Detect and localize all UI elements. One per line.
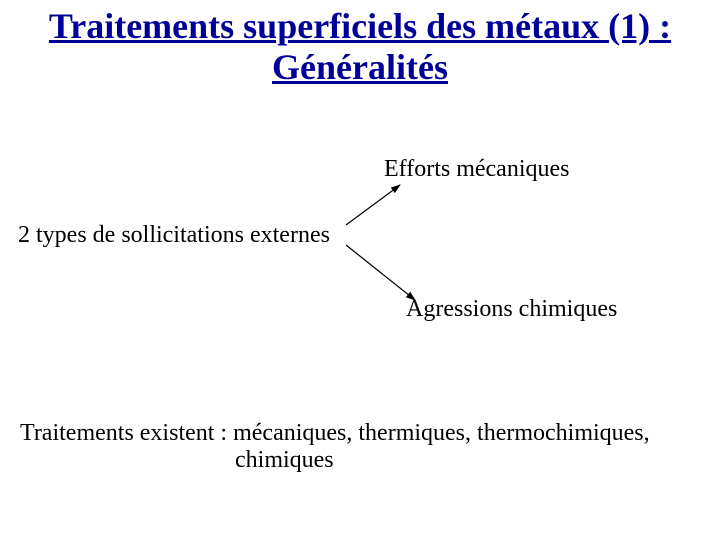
diagram-source-label: 2 types de sollicitations externes: [18, 222, 330, 249]
branch-label-lower: Agressions chimiques: [406, 296, 617, 323]
arrow-line-lower: [346, 245, 415, 300]
arrow-line-upper: [346, 185, 400, 225]
treatments-text: Traitements existent : mécaniques, therm…: [20, 420, 660, 474]
treatments-line-2: chimiques: [20, 447, 660, 474]
slide-title: Traitements superficiels des métaux (1) …: [0, 6, 720, 89]
branch-label-upper: Efforts mécaniques: [384, 156, 570, 183]
treatments-line-1: Traitements existent : mécaniques, therm…: [20, 420, 660, 447]
